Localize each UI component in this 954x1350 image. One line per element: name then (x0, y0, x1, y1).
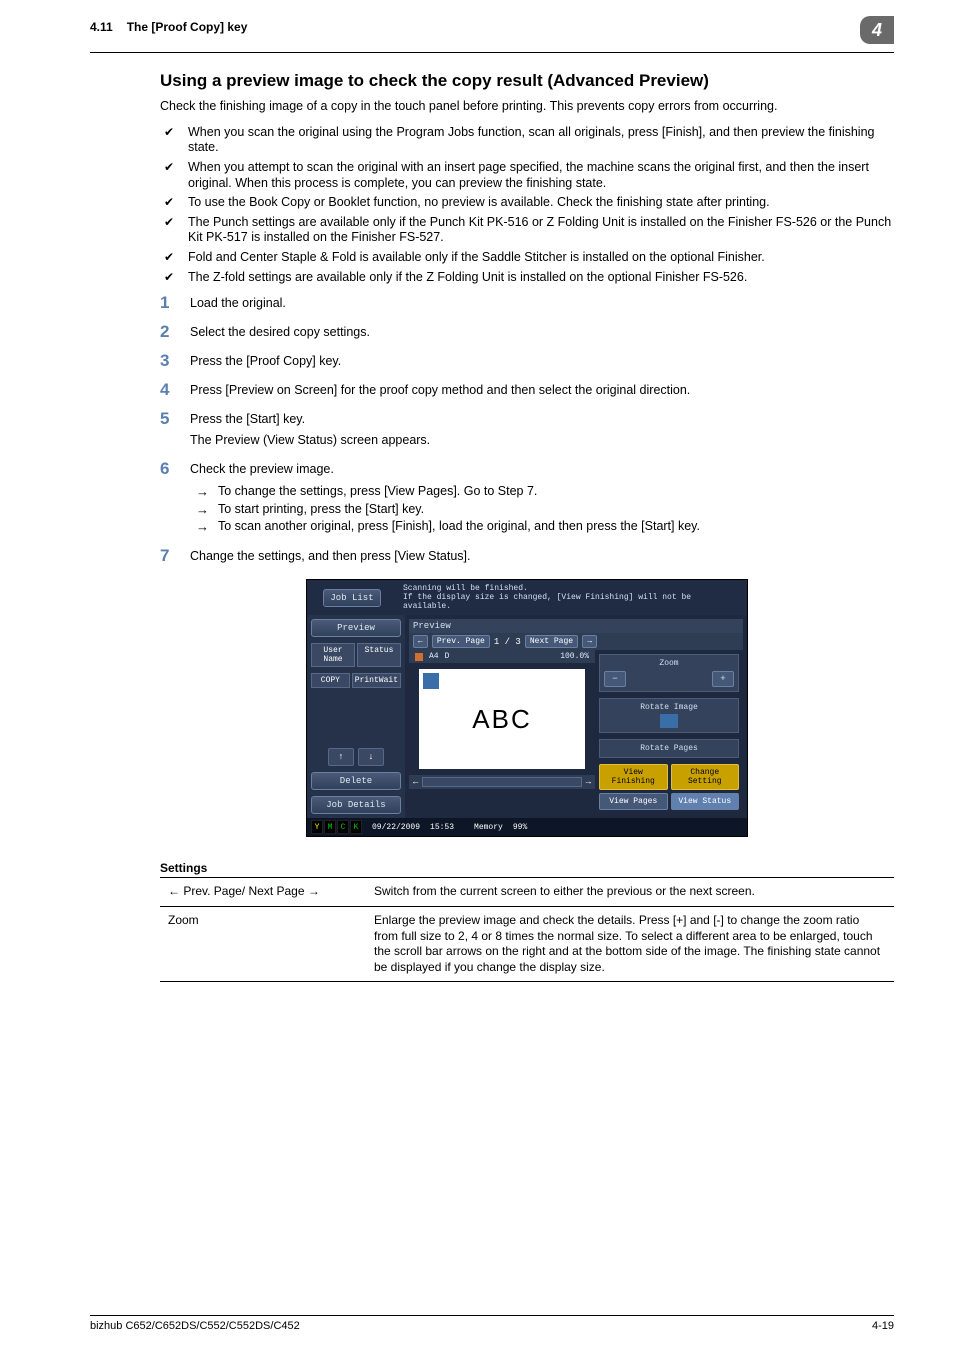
step-text: Select the desired copy settings. (190, 325, 370, 339)
view-pages-button[interactable]: View Pages (599, 793, 668, 810)
steps-list: Load the original. Select the desired co… (160, 295, 894, 565)
step-text: Load the original. (190, 296, 286, 310)
footer-page-number: 4-19 (872, 1320, 894, 1332)
job-list-button[interactable]: Job List (323, 589, 380, 607)
settings-heading: Settings (160, 861, 894, 875)
checklist-item: Fold and Center Staple & Fold is availab… (160, 250, 894, 266)
checklist-item: The Z-fold settings are available only i… (160, 270, 894, 286)
hscroll-right[interactable]: → (586, 777, 591, 787)
hscroll-left[interactable]: ← (413, 777, 418, 787)
preview-panel-title: Preview (409, 619, 743, 633)
toner-k: K (350, 820, 362, 834)
lead-paragraph: Check the finishing image of a copy in t… (160, 99, 894, 115)
page-size-icon (415, 653, 423, 661)
step-extra-text: The Preview (View Status) screen appears… (190, 432, 894, 449)
nav-right-arrow[interactable]: → (582, 635, 597, 648)
status-message: Scanning will be finished. If the displa… (397, 580, 747, 616)
checklist-item: To use the Book Copy or Booklet function… (160, 195, 894, 211)
step-text: Press the [Start] key. (190, 412, 305, 426)
page-size: A4 (429, 652, 439, 661)
change-setting-button[interactable]: Change Setting (671, 764, 740, 790)
printwait-cell: PrintWait (352, 673, 401, 688)
step-item: Press the [Proof Copy] key. (160, 353, 894, 370)
table-row: ← Prev. Page/ Next Page → Switch from th… (160, 878, 894, 907)
settings-label: ← Prev. Page/ Next Page → (160, 878, 366, 907)
page-orientation: D (445, 652, 450, 661)
zoom-value: 100.0% (560, 652, 589, 661)
checklist: When you scan the original using the Pro… (160, 125, 894, 286)
rotate-image-icon (660, 714, 678, 728)
step-item: Change the settings, and then press [Vie… (160, 548, 894, 565)
view-status-button[interactable]: View Status (671, 793, 740, 810)
sheet-content: ABC (472, 704, 531, 735)
substep: To scan another original, press [Finish]… (190, 518, 894, 536)
section-number: 4.11 (90, 20, 113, 34)
nav-left-arrow[interactable]: ← (413, 635, 428, 648)
step-item: Check the preview image. To change the s… (160, 461, 894, 536)
status-message-line: Scanning will be finished. (403, 584, 741, 593)
rotate-pages-label: Rotate Pages (604, 744, 734, 753)
next-page-button[interactable]: Next Page (525, 635, 578, 648)
step-item: Load the original. (160, 295, 894, 312)
scroll-up-button[interactable]: ↑ (328, 748, 354, 766)
page-title: Using a preview image to check the copy … (160, 71, 894, 91)
checklist-item: When you attempt to scan the original wi… (160, 160, 894, 191)
toner-m: M (324, 820, 336, 834)
preview-sheet: ABC (419, 669, 585, 769)
scroll-down-button[interactable]: ↓ (358, 748, 384, 766)
step-text: Press the [Proof Copy] key. (190, 354, 341, 368)
header-rule (90, 52, 894, 53)
prev-page-button[interactable]: Prev. Page (432, 635, 490, 648)
view-finishing-button[interactable]: View Finishing (599, 764, 668, 790)
memory-value: 99% (513, 823, 527, 832)
memory-label: Memory (474, 823, 503, 832)
step-item: Press the [Start] key. The Preview (View… (160, 411, 894, 449)
rotate-image-label: Rotate Image (604, 703, 734, 712)
copy-cell: COPY (311, 673, 350, 688)
job-details-button[interactable]: Job Details (311, 796, 401, 814)
rotate-pages-box[interactable]: Rotate Pages (599, 739, 739, 758)
chapter-tab: 4 (860, 16, 894, 44)
table-row: Zoom Enlarge the preview image and check… (160, 906, 894, 981)
preview-button[interactable]: Preview (311, 619, 401, 637)
step-item: Select the desired copy settings. (160, 324, 894, 341)
footer-date: 09/22/2009 (372, 823, 420, 832)
hscroll-bar[interactable] (422, 777, 581, 787)
rotate-image-box[interactable]: Rotate Image (599, 698, 739, 733)
zoom-label: Zoom (604, 659, 734, 668)
status-cell: Status (357, 643, 401, 667)
zoom-out-button[interactable]: − (604, 671, 626, 687)
zoom-in-button[interactable]: + (712, 671, 734, 687)
checklist-item: When you scan the original using the Pro… (160, 125, 894, 156)
staple-icon (423, 673, 439, 689)
toner-y: Y (311, 820, 323, 834)
page-counter: 1 / 3 (494, 637, 521, 647)
zoom-box: Zoom − + (599, 654, 739, 692)
status-message-line: If the display size is changed, [View Fi… (403, 593, 741, 611)
step-item: Press [Preview on Screen] for the proof … (160, 382, 894, 399)
footer-model: bizhub C652/C652DS/C552/C552DS/C452 (90, 1320, 300, 1332)
substep: To change the settings, press [View Page… (190, 483, 894, 501)
user-name-cell: User Name (311, 643, 355, 667)
checklist-item: The Punch settings are available only if… (160, 215, 894, 246)
step-text: Change the settings, and then press [Vie… (190, 549, 471, 563)
settings-label: Zoom (160, 906, 366, 981)
section-title: The [Proof Copy] key (127, 20, 248, 34)
toner-indicators: Y M C K (311, 820, 362, 834)
delete-button[interactable]: Delete (311, 772, 401, 790)
preview-screenshot: Job List Scanning will be finished. If t… (306, 579, 748, 838)
settings-desc: Switch from the current screen to either… (366, 878, 894, 907)
settings-desc: Enlarge the preview image and check the … (366, 906, 894, 981)
step-text: Press [Preview on Screen] for the proof … (190, 383, 690, 397)
footer-time: 15:53 (430, 823, 454, 832)
substep: To start printing, press the [Start] key… (190, 501, 894, 519)
step-text: Check the preview image. (190, 462, 334, 476)
settings-table: ← Prev. Page/ Next Page → Switch from th… (160, 877, 894, 982)
toner-c: C (337, 820, 349, 834)
